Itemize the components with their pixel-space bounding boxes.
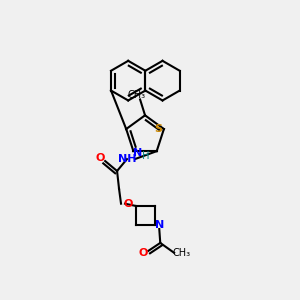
Text: CH₃: CH₃ [173,248,191,258]
Text: H: H [139,151,149,161]
Text: N: N [133,148,142,158]
Text: CH₃: CH₃ [127,89,145,100]
Text: O: O [95,153,105,163]
Text: NH: NH [118,154,136,164]
Text: S: S [154,124,162,134]
Text: O: O [123,199,133,209]
Text: O: O [139,248,148,258]
Text: N: N [154,220,164,230]
